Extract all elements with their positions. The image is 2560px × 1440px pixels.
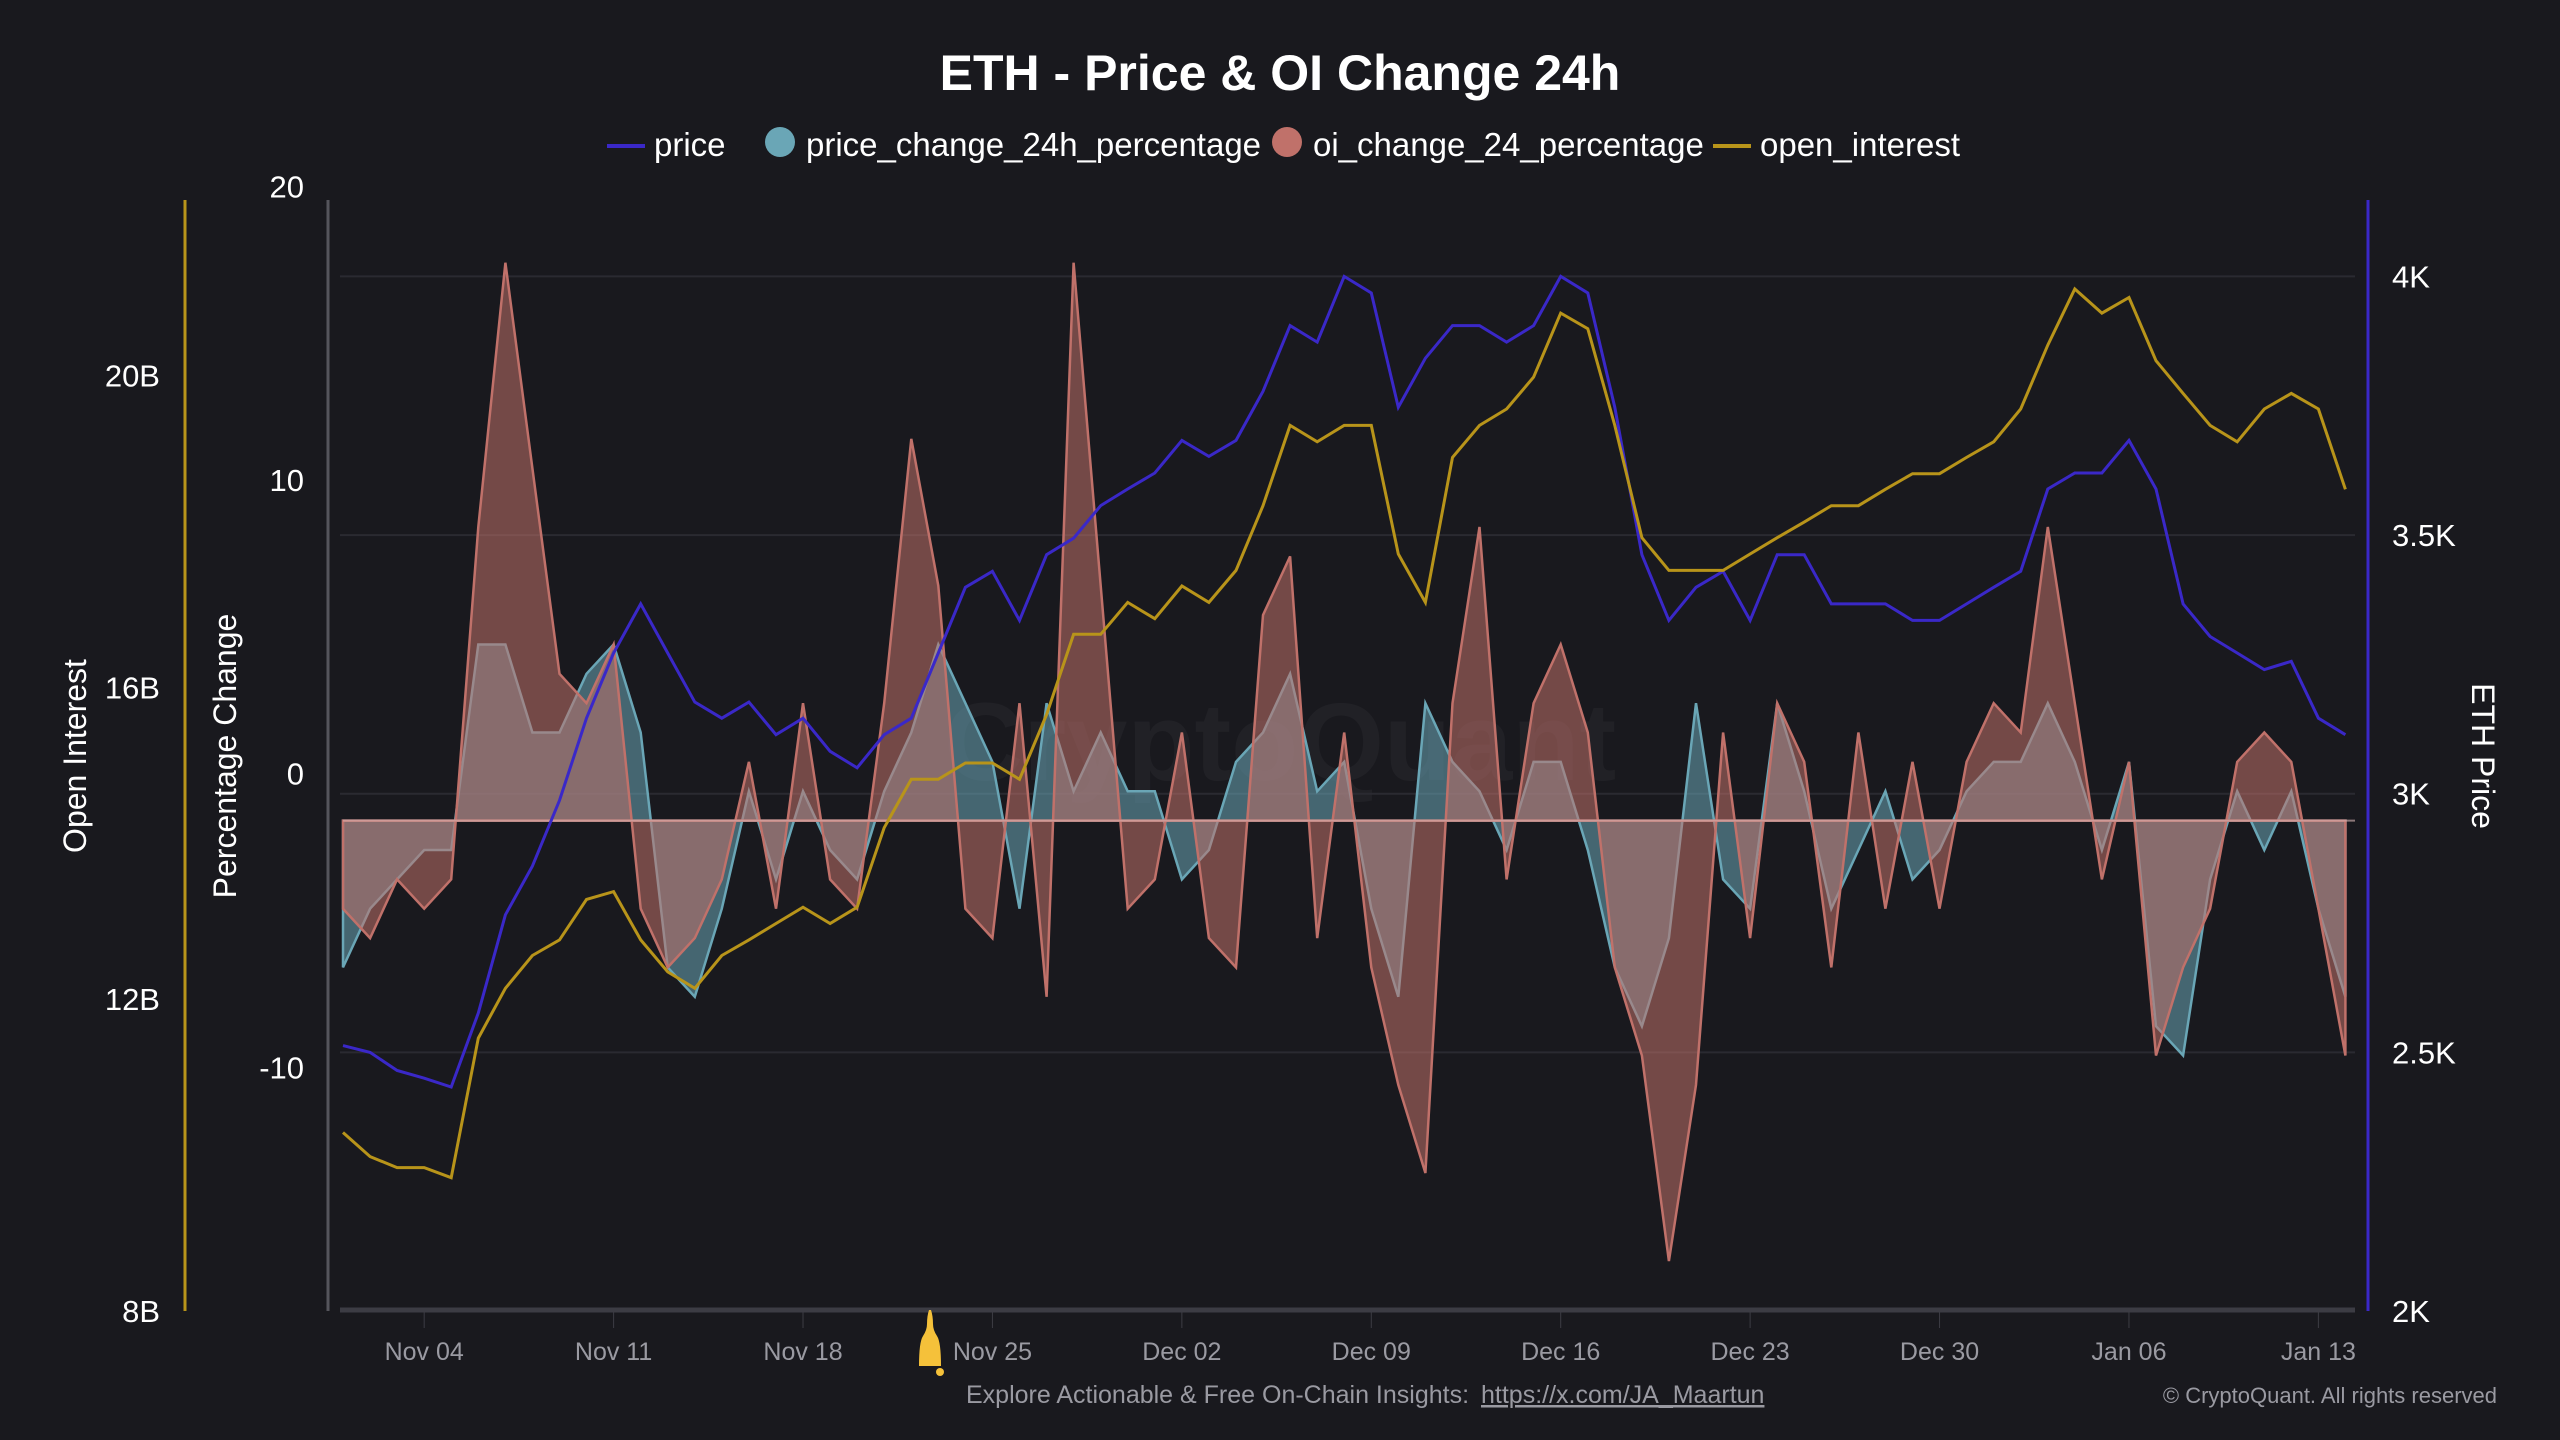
legend-dot-icon	[765, 127, 795, 157]
legend-item-price[interactable]: price	[607, 126, 726, 163]
percentage-tick-label: 0	[287, 757, 304, 792]
x-tick-label: Nov 11	[575, 1338, 652, 1366]
open-interest-tick-label: 20B	[105, 359, 160, 394]
open-interest-tick-label: 8B	[122, 1294, 160, 1329]
area-series	[341, 262, 2355, 1262]
legend-label: oi_change_24_percentage	[1313, 126, 1704, 163]
price-tick-label: 4K	[2392, 259, 2430, 294]
legend-dot-icon	[1272, 127, 1302, 157]
legend-item-open-interest[interactable]: open_interest	[1713, 126, 1960, 163]
tick-labels: 2K 2.5K 3K 3.5K 4K -10 0 10 20 8B 12B 16B 20B Nov 04 N…	[105, 169, 2456, 1366]
legend-item-oi-change[interactable]: oi_change_24_percentage	[1272, 126, 1704, 163]
percentage-tick-label: -10	[259, 1050, 304, 1085]
legend-label: open_interest	[1760, 126, 1960, 163]
price-tick-label: 2K	[2392, 1294, 2430, 1329]
legend-label: price_change_24h_percentage	[806, 126, 1261, 163]
price-axis-title: ETH Price	[2465, 683, 2501, 829]
x-tick-label: Jan 06	[2091, 1338, 2166, 1366]
open-interest-axis-title: Open Interest	[57, 659, 93, 853]
line-series	[342, 274, 2347, 1180]
chart-title: ETH - Price & OI Change 24h	[940, 45, 1621, 101]
x-tick-label: Dec 09	[1332, 1338, 1411, 1366]
footer-text: Explore Actionable & Free On-Chain Insig…	[966, 1381, 1469, 1409]
x-tick-label: Dec 02	[1142, 1338, 1221, 1366]
price-tick-label: 2.5K	[2392, 1035, 2456, 1070]
price-tick-label: 3.5K	[2392, 518, 2456, 553]
x-tick-label: Nov 18	[763, 1338, 842, 1366]
copyright: © CryptoQuant. All rights reserved	[2163, 1383, 2497, 1408]
percentage-axis-title: Percentage Change	[207, 614, 243, 899]
bell-icon	[919, 1310, 944, 1376]
legend: price price_change_24h_percentage oi_cha…	[607, 126, 1960, 163]
open-interest-tick-label: 12B	[105, 982, 160, 1017]
x-tick-label: Dec 16	[1521, 1338, 1600, 1366]
footer-link[interactable]: https://x.com/JA_Maartun	[1481, 1381, 1764, 1409]
oi-change-24-percentage-area	[341, 262, 2347, 1262]
percentage-tick-label: 20	[270, 169, 304, 204]
price-tick-label: 3K	[2392, 777, 2430, 812]
x-tick-label: Jan 13	[2281, 1338, 2356, 1366]
legend-item-price-change[interactable]: price_change_24h_percentage	[765, 126, 1261, 163]
x-tick-label: Nov 04	[385, 1338, 464, 1366]
percentage-tick-label: 10	[270, 463, 304, 498]
x-tick-label: Dec 23	[1711, 1338, 1790, 1366]
footer: Explore Actionable & Free On-Chain Insig…	[919, 1310, 2497, 1409]
x-tick-label: Nov 25	[953, 1338, 1032, 1366]
legend-label: price	[654, 126, 726, 163]
open-interest-tick-label: 16B	[105, 670, 160, 705]
x-tick-label: Dec 30	[1900, 1338, 1979, 1366]
